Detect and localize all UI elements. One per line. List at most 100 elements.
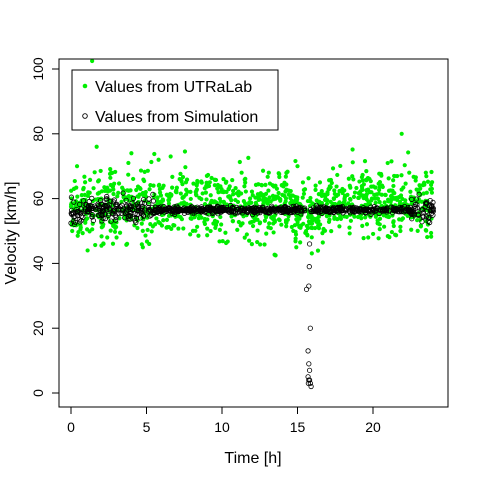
utralab-point <box>361 182 366 187</box>
simulation-point <box>108 218 114 224</box>
utralab-point <box>398 224 403 229</box>
utralab-point <box>208 228 213 234</box>
utralab-point <box>205 233 210 238</box>
utralab-point <box>128 188 133 193</box>
utralab-point <box>305 198 310 204</box>
y-tick-label: 80 <box>30 126 46 142</box>
utralab-point <box>157 190 163 195</box>
simulation-point <box>89 195 95 201</box>
utralab-point <box>93 197 98 202</box>
utralab-point <box>181 226 186 231</box>
utralab-point <box>276 217 282 222</box>
utralab-point <box>357 179 362 184</box>
utralab-point <box>178 191 183 196</box>
utralab-point <box>234 191 239 196</box>
utralab-point <box>85 193 90 199</box>
utralab-point <box>379 183 385 188</box>
simulation-point <box>127 206 133 212</box>
simulation-point <box>222 207 228 213</box>
utralab-point <box>347 225 352 230</box>
utralab-point <box>237 159 242 165</box>
utralab-point <box>384 214 389 219</box>
utralab-point <box>425 234 430 240</box>
simulation-point <box>306 367 313 373</box>
utralab-point <box>223 180 228 185</box>
utralab-point <box>313 187 318 192</box>
utralab-point <box>330 166 336 171</box>
utralab-point <box>403 181 408 186</box>
simulation-point <box>210 208 216 214</box>
utralab-point <box>418 186 423 191</box>
utralab-point <box>219 222 224 227</box>
simulation-point <box>423 200 429 206</box>
simulation-point <box>298 211 304 217</box>
utralab-point <box>247 238 252 243</box>
utralab-point <box>155 195 160 200</box>
utralab-point <box>129 151 134 156</box>
utralab-point <box>377 180 383 185</box>
simulation-point <box>106 202 112 208</box>
utralab-point <box>250 193 255 198</box>
utralab-point <box>243 189 248 194</box>
simulation-point <box>139 207 145 214</box>
utralab-point <box>313 183 318 188</box>
simulation-point <box>145 208 151 214</box>
y-axis-title: Velocity [km/h] <box>3 181 20 284</box>
utralab-point <box>346 201 351 206</box>
x-tick-label: 0 <box>67 419 75 435</box>
utralab-point <box>112 181 117 186</box>
utralab-point <box>360 193 365 198</box>
y-tick-label: 60 <box>30 191 46 207</box>
utralab-point <box>107 171 113 176</box>
simulation-point <box>208 207 215 213</box>
utralab-point <box>276 190 281 196</box>
utralab-point <box>168 154 173 159</box>
utralab-point <box>293 236 298 241</box>
utralab-point <box>342 195 347 200</box>
utralab-point <box>233 197 238 203</box>
utralab-point <box>283 174 288 179</box>
simulation-point <box>153 207 159 213</box>
utralab-point <box>369 196 375 201</box>
utralab-point <box>238 191 243 196</box>
utralab-point <box>90 58 95 64</box>
utralab-point <box>204 184 210 189</box>
utralab-point <box>150 224 155 229</box>
utralab-point <box>87 229 92 234</box>
utralab-point <box>295 164 300 169</box>
simulation-point <box>409 196 415 202</box>
utralab-point <box>205 217 210 222</box>
simulation-point <box>426 203 432 209</box>
utralab-point <box>124 242 129 247</box>
utralab-point <box>274 186 279 191</box>
simulation-point <box>306 377 312 383</box>
utralab-point <box>337 224 342 229</box>
utralab-point <box>87 190 92 195</box>
utralab-point <box>320 230 325 236</box>
utralab-point <box>98 168 103 174</box>
simulation-point <box>214 205 221 211</box>
utralab-point <box>138 168 144 173</box>
utralab-point <box>149 229 154 234</box>
simulation-point <box>287 207 294 214</box>
utralab-point <box>217 239 222 244</box>
utralab-point <box>132 223 137 228</box>
simulation-point <box>68 207 75 213</box>
simulation-point <box>415 212 421 218</box>
utralab-point <box>140 228 145 233</box>
utralab-point <box>75 233 80 238</box>
utralab-point <box>390 188 395 193</box>
simulation-point <box>89 213 95 220</box>
simulation-point <box>140 197 147 203</box>
simulation-point <box>383 209 390 215</box>
utralab-point <box>428 182 434 187</box>
utralab-point <box>108 175 113 180</box>
utralab-point <box>205 212 210 217</box>
utralab-point <box>140 190 145 196</box>
simulation-point <box>120 208 126 214</box>
simulation-point <box>430 208 436 214</box>
utralab-point <box>180 201 185 206</box>
utralab-point <box>395 197 400 202</box>
utralab-point <box>105 189 110 194</box>
